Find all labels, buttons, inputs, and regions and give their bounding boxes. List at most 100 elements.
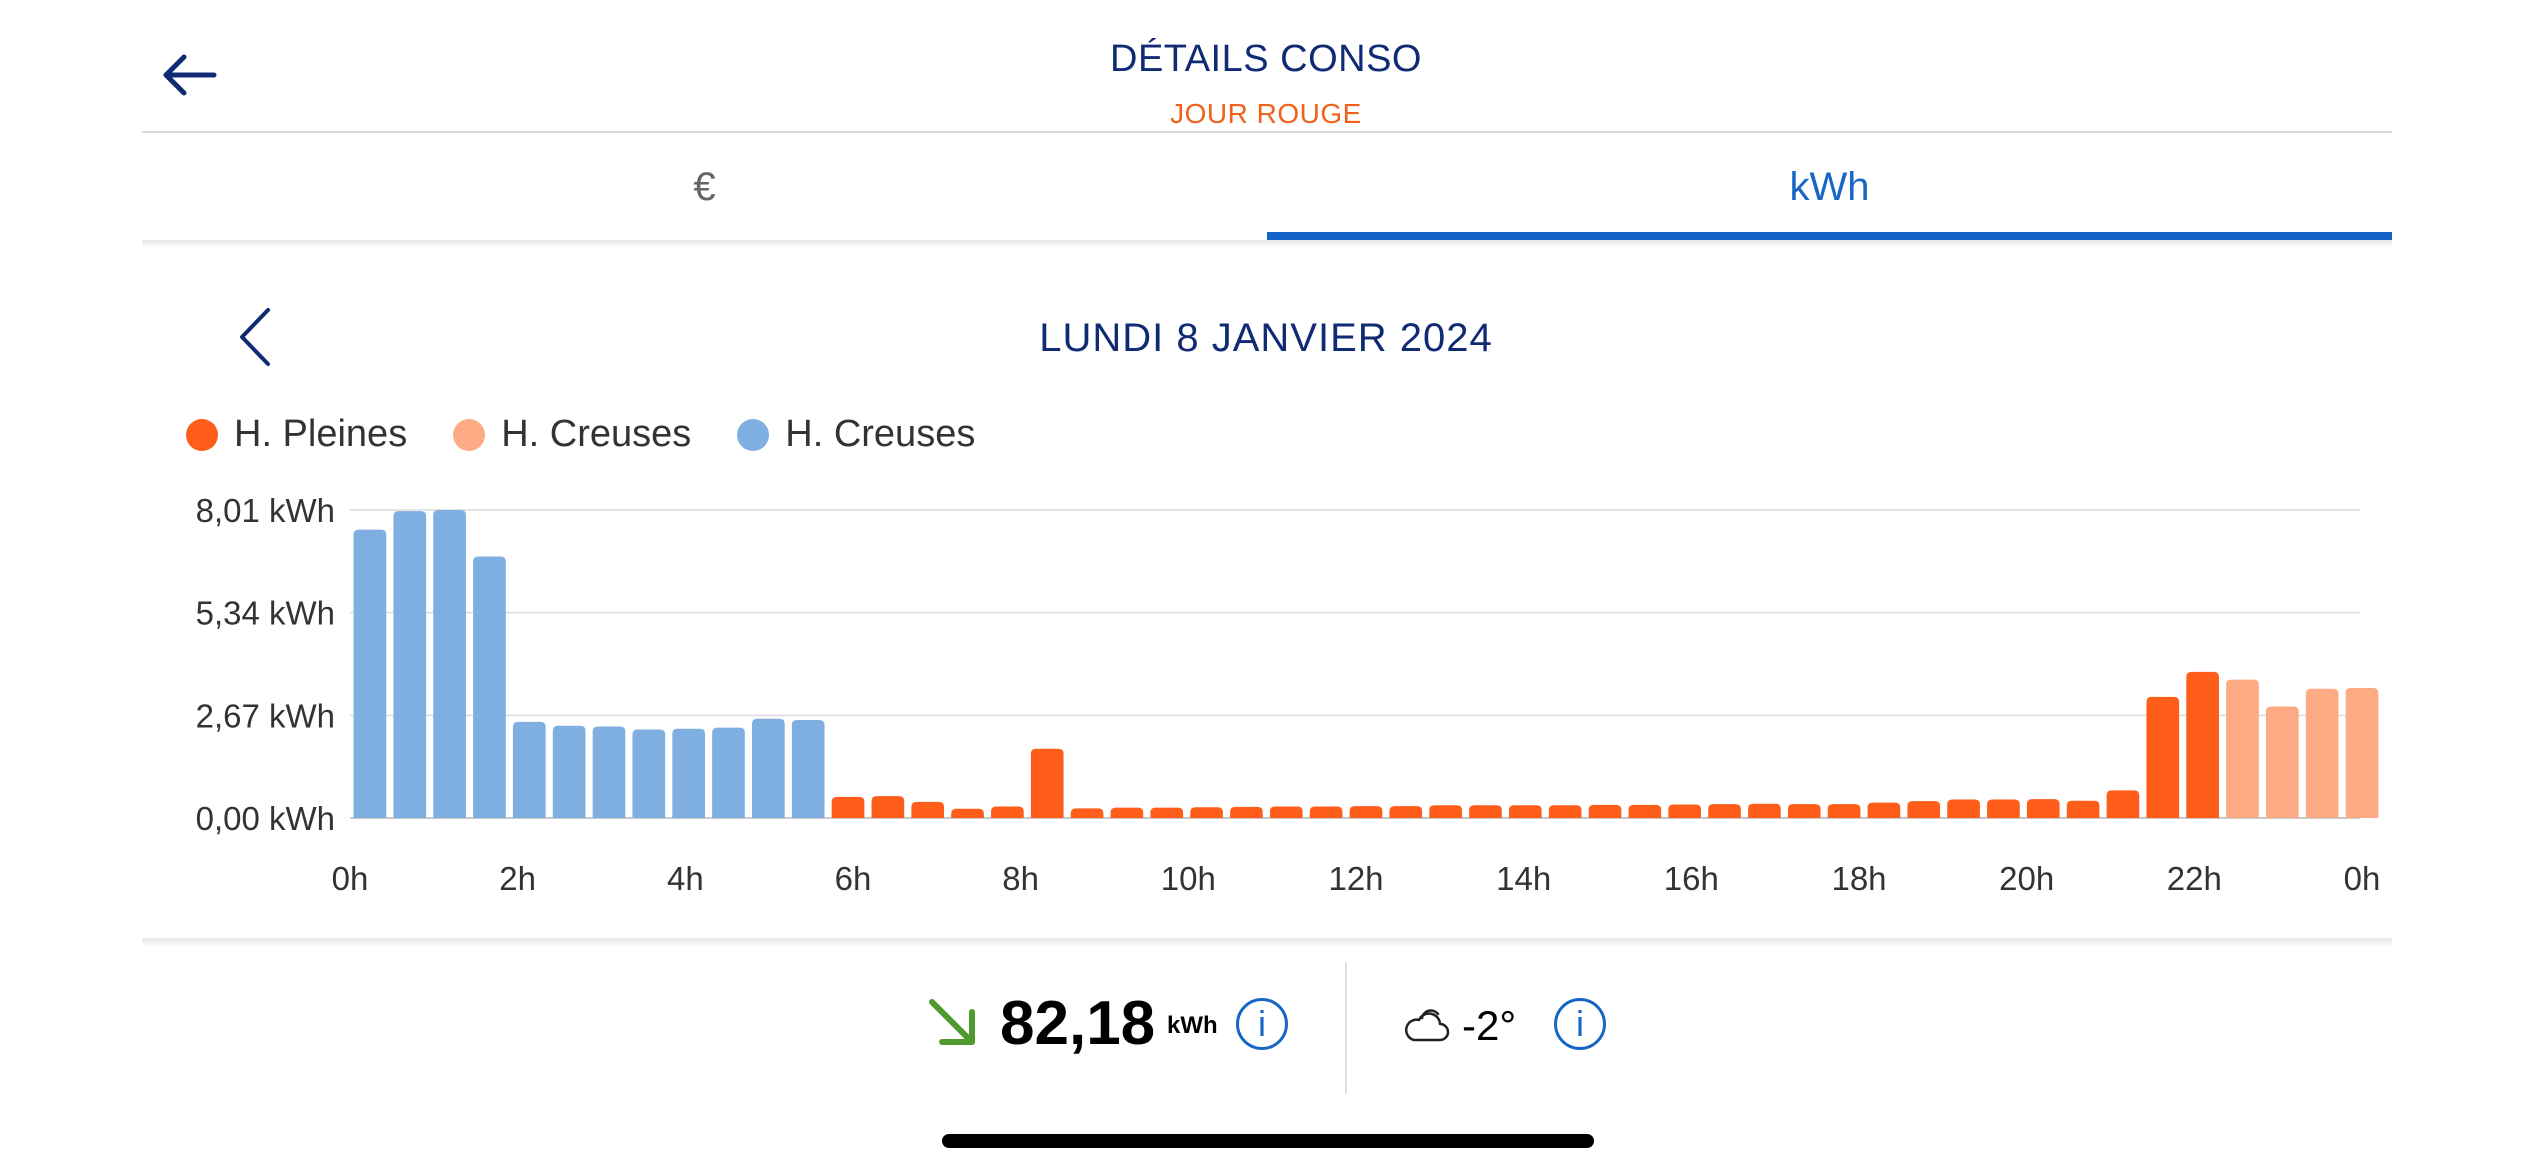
consumption-bar[interactable]: [871, 796, 905, 818]
tab-euro[interactable]: €: [693, 164, 716, 209]
consumption-bar[interactable]: [1070, 808, 1104, 818]
consumption-bar[interactable]: [911, 801, 945, 818]
x-tick-label: 18h: [1831, 860, 1886, 897]
consumption-bar[interactable]: [1389, 806, 1423, 818]
consumption-bar[interactable]: [1787, 804, 1821, 818]
consumption-bar[interactable]: [2066, 800, 2100, 818]
total-consumption-value: 82,18: [1000, 989, 1156, 1058]
consumption-bar[interactable]: [512, 721, 546, 818]
legend-label: H. Pleines: [234, 413, 408, 455]
legend-dot: [453, 418, 486, 451]
x-tick-label: 4h: [667, 860, 704, 897]
consumption-bar[interactable]: [1548, 805, 1582, 818]
x-tick-label: 2h: [499, 860, 536, 897]
consumption-bar[interactable]: [592, 726, 626, 818]
x-tick-label: 12h: [1328, 860, 1383, 897]
consumption-bar[interactable]: [791, 719, 825, 818]
temperature-value: -2°: [1462, 1002, 1517, 1049]
consumption-bar[interactable]: [552, 725, 586, 818]
total-consumption-unit: kWh: [1167, 1012, 1218, 1039]
x-tick-label: 22h: [2167, 860, 2222, 897]
y-tick-label: 8,01 kWh: [196, 492, 335, 529]
consumption-bar[interactable]: [752, 718, 785, 818]
info-weather-button[interactable]: i: [1554, 998, 1606, 1050]
chevron-left-icon[interactable]: [232, 306, 282, 368]
page-title: DÉTAILS CONSO: [1110, 38, 1422, 80]
consumption-bar[interactable]: [1588, 804, 1622, 818]
x-tick-label: 0h: [332, 860, 369, 897]
consumption-bar[interactable]: [2305, 688, 2339, 818]
legend-label: H. Creuses: [785, 413, 976, 455]
legend-label: H. Creuses: [501, 413, 692, 455]
header-divider: [142, 131, 2392, 133]
consumption-bar[interactable]: [1190, 807, 1223, 818]
trend-down-arrow-icon: [929, 999, 975, 1045]
tab-selected-indicator: [1267, 232, 2392, 240]
consumption-bar[interactable]: [1668, 804, 1702, 818]
consumption-bar[interactable]: [1987, 799, 2020, 818]
consumption-bar[interactable]: [473, 556, 506, 818]
consumption-bar[interactable]: [433, 510, 466, 818]
tabs-shadow: [142, 240, 2392, 248]
legend-item-offpeak-blue: H. Creuses: [737, 413, 975, 456]
info-icon: i: [1576, 1003, 1584, 1044]
consumption-bar[interactable]: [2345, 688, 2379, 818]
footer-divider: [1345, 962, 1347, 1094]
consumption-bar[interactable]: [2106, 790, 2140, 818]
x-tick-label: 10h: [1161, 860, 1216, 897]
legend-dot: [186, 418, 218, 451]
consumption-bar[interactable]: [2146, 696, 2180, 818]
consumption-bar[interactable]: [712, 727, 745, 818]
consumption-bar[interactable]: [1907, 801, 1941, 818]
y-tick-label: 5,34 kWh: [196, 595, 335, 632]
day-type-subtitle: JOUR ROUGE: [1170, 98, 1362, 129]
consumption-bar[interactable]: [1030, 748, 1064, 818]
consumption-bar[interactable]: [1110, 807, 1144, 818]
date-title: LUNDI 8 JANVIER 2024: [1039, 316, 1493, 360]
consumption-bar[interactable]: [951, 808, 984, 818]
x-tick-label: 8h: [1002, 860, 1039, 897]
consumption-bar[interactable]: [1230, 806, 1263, 818]
consumption-bar[interactable]: [1429, 805, 1462, 818]
consumption-bar[interactable]: [1748, 803, 1781, 818]
consumption-bar[interactable]: [1269, 806, 1303, 818]
consumption-bar[interactable]: [1947, 799, 1980, 818]
consumption-bar[interactable]: [1309, 806, 1343, 818]
cloud-icon: [1405, 1009, 1450, 1042]
x-tick-label: 0h: [2344, 860, 2381, 897]
consumption-bar[interactable]: [1508, 805, 1542, 818]
legend-item-offpeak-light: H. Creuses: [453, 413, 691, 456]
legend-dot: [737, 418, 770, 451]
consumption-bar[interactable]: [2265, 706, 2299, 818]
consumption-bar[interactable]: [632, 729, 666, 818]
y-tick-label: 2,67 kWh: [196, 697, 335, 734]
consumption-bar[interactable]: [1469, 805, 1502, 818]
consumption-bar[interactable]: [1827, 804, 1861, 818]
info-total-button[interactable]: i: [1236, 998, 1288, 1050]
consumption-bar[interactable]: [2026, 799, 2060, 818]
consumption-bar[interactable]: [353, 529, 387, 818]
chart-bottom-shadow: [142, 938, 2392, 948]
x-tick-label: 6h: [835, 860, 872, 897]
legend-item-peak: H. Pleines: [186, 413, 407, 456]
consumption-bar[interactable]: [991, 806, 1024, 818]
chart-legend: H. Pleines H. Creuses H. Creuses: [186, 413, 1021, 456]
info-icon: i: [1258, 1003, 1266, 1044]
consumption-bar[interactable]: [1150, 807, 1184, 818]
consumption-bar[interactable]: [1349, 806, 1383, 818]
consumption-bar[interactable]: [1628, 804, 1662, 818]
tab-kwh[interactable]: kWh: [1789, 164, 1870, 209]
x-tick-label: 20h: [1999, 860, 2054, 897]
consumption-bar[interactable]: [831, 796, 865, 818]
consumption-bar[interactable]: [1708, 804, 1741, 818]
consumption-bar-chart: 8,01 kWh 5,34 kWh 2,67 kWh 0,00 kWh 0h 2h 4h 6h…: [196, 492, 2381, 897]
back-arrow-icon[interactable]: [160, 50, 220, 100]
x-tick-label: 16h: [1664, 860, 1719, 897]
consumption-bar[interactable]: [1867, 802, 1901, 818]
consumption-bar[interactable]: [672, 728, 705, 818]
consumption-bar[interactable]: [2226, 679, 2259, 818]
x-tick-label: 14h: [1496, 860, 1551, 897]
consumption-bar[interactable]: [2186, 671, 2219, 818]
home-indicator: [942, 1134, 1594, 1148]
consumption-bar[interactable]: [393, 511, 427, 818]
